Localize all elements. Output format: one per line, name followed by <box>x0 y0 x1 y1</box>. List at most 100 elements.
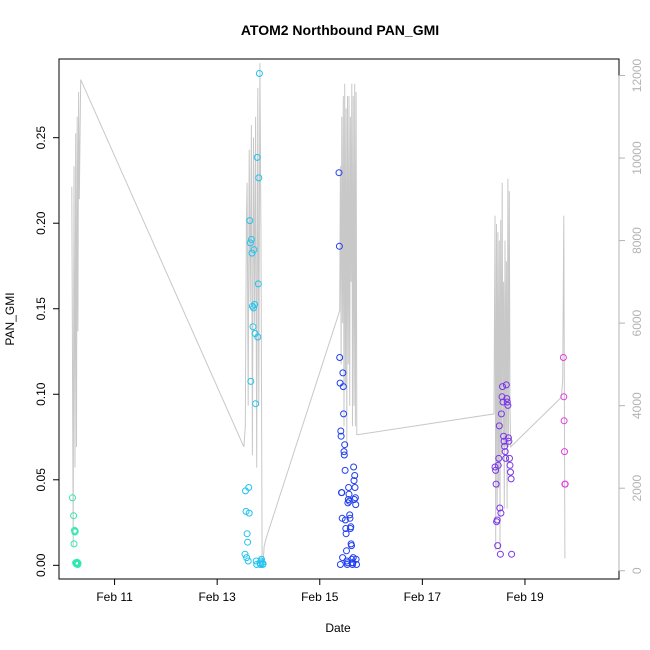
data-point <box>496 504 504 512</box>
data-point <box>559 354 567 361</box>
y2-tick-label: 2000 <box>630 475 644 502</box>
data-point <box>248 302 256 310</box>
data-point <box>335 242 343 250</box>
data-point <box>342 525 350 532</box>
altitude-series <box>71 63 566 563</box>
data-point <box>500 437 508 445</box>
data-point <box>336 561 344 568</box>
data-point <box>69 494 76 502</box>
data-point <box>346 511 354 519</box>
data-point <box>244 538 252 546</box>
data-point <box>351 494 359 502</box>
data-point <box>254 280 262 288</box>
data-point <box>335 169 343 177</box>
data-point <box>338 489 346 497</box>
y-axis-right: 0 2000 4000 6000 8000 10000 12000 <box>618 59 644 574</box>
y-tick-label: 0.20 <box>34 211 48 235</box>
data-point <box>561 448 568 456</box>
data-point <box>250 246 258 254</box>
data-point <box>339 554 347 562</box>
x-tick-label: Feb 19 <box>506 590 544 604</box>
scatter-points <box>69 70 569 568</box>
y-tick-label: 0.05 <box>34 468 48 492</box>
plot-frame <box>58 58 620 580</box>
data-point <box>244 557 252 565</box>
data-point <box>345 490 353 498</box>
y-tick-label: 0.00 <box>34 553 48 577</box>
data-point <box>251 301 259 308</box>
data-point <box>352 501 360 509</box>
data-point <box>350 496 358 503</box>
data-point <box>258 555 265 563</box>
data-point <box>70 540 78 548</box>
y-tick-label: 0.10 <box>34 382 48 406</box>
y-axis-label: PAN_GMI <box>3 292 17 345</box>
data-point <box>340 451 348 459</box>
data-point <box>499 398 507 406</box>
data-point <box>247 236 255 243</box>
data-point <box>561 480 569 488</box>
data-point <box>74 559 82 567</box>
data-point <box>499 383 506 391</box>
data-point <box>347 523 355 531</box>
data-point <box>350 477 358 485</box>
data-point <box>350 463 358 471</box>
data-point <box>507 468 514 476</box>
data-point <box>344 559 351 567</box>
x-tick-label: Feb 17 <box>404 590 442 604</box>
data-point <box>241 550 249 558</box>
data-point <box>341 516 349 524</box>
data-point <box>501 448 509 456</box>
data-point <box>504 434 512 442</box>
data-point <box>70 512 78 520</box>
data-point <box>249 323 257 331</box>
y2-tick-label: 12000 <box>630 59 644 93</box>
data-point <box>495 454 503 462</box>
x-axis-label: Date <box>325 621 351 635</box>
data-point <box>506 454 513 462</box>
data-point <box>343 547 350 555</box>
data-point <box>495 422 503 430</box>
data-point <box>245 509 253 517</box>
data-point <box>341 466 349 474</box>
data-point <box>502 381 510 389</box>
y2-tick-label: 10000 <box>630 141 644 175</box>
y-tick-label: 0.15 <box>34 297 48 321</box>
data-point <box>255 70 263 77</box>
data-point <box>353 561 360 568</box>
data-point <box>348 555 356 563</box>
data-point <box>339 383 347 391</box>
y2-tick-label: 6000 <box>630 309 644 336</box>
data-point <box>254 333 262 341</box>
x-tick-label: Feb 15 <box>301 590 339 604</box>
data-point <box>257 561 264 568</box>
data-point <box>506 461 514 469</box>
data-point <box>243 554 251 562</box>
altitude-line <box>71 63 566 563</box>
data-point <box>252 400 260 408</box>
data-point <box>494 542 502 550</box>
data-point <box>498 393 506 401</box>
data-point <box>496 550 504 558</box>
data-point <box>346 514 354 522</box>
data-point <box>246 239 254 247</box>
data-point <box>344 499 352 507</box>
data-point <box>352 555 360 563</box>
data-point <box>246 217 254 225</box>
data-point <box>494 461 502 469</box>
data-point <box>493 516 501 524</box>
data-point <box>492 480 500 488</box>
data-point <box>500 432 508 440</box>
chart-title: ATOM2 Northbound PAN_GMI <box>241 22 439 38</box>
data-point <box>250 304 257 312</box>
data-point <box>340 410 348 418</box>
y2-tick-label: 0 <box>630 567 644 574</box>
data-point <box>345 484 353 491</box>
data-point <box>502 454 510 462</box>
data-point <box>503 398 511 406</box>
data-point <box>345 497 353 505</box>
data-point <box>339 369 347 377</box>
data-point <box>351 484 359 491</box>
data-point <box>71 527 79 535</box>
